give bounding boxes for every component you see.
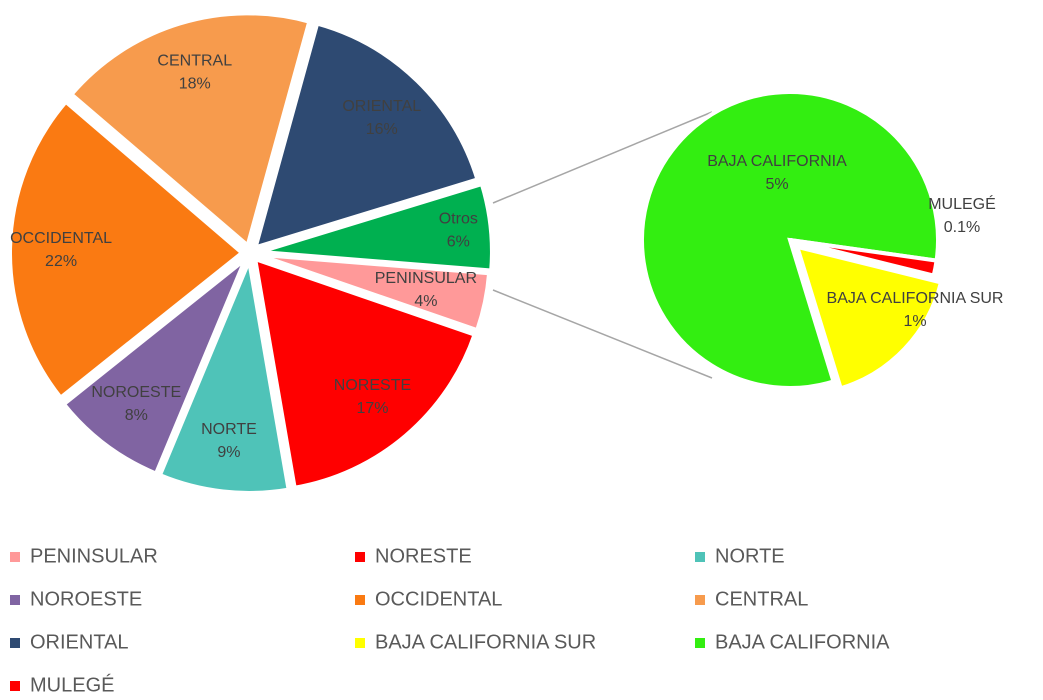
pie-slice (8, 99, 246, 401)
data-label-value: 16% (366, 121, 398, 138)
legend-label: NOROESTE (30, 588, 142, 610)
data-label-value: 6% (447, 234, 470, 251)
legend-label: ORIENTAL (30, 631, 129, 653)
legend-swatch (10, 552, 20, 562)
data-label-name: PENINSULAR (375, 270, 477, 287)
data-label-value: 0.1% (944, 219, 980, 236)
data-label-value: 1% (903, 313, 926, 330)
connector-line (492, 111, 713, 204)
pie-slice (157, 253, 291, 495)
legend-label: MULEGÉ (30, 673, 114, 696)
legend-swatch (355, 638, 365, 648)
legend-swatch (10, 595, 20, 605)
pie-slice (68, 11, 312, 249)
legend-swatch (355, 552, 365, 562)
data-label-name: MULEGÉ (928, 194, 996, 213)
data-label-name: BAJA CALIFORNIA (707, 153, 847, 170)
pie-slice (789, 238, 939, 278)
data-label-name: ORIENTAL (342, 98, 421, 115)
data-label-value: 9% (217, 444, 240, 461)
legend-label: NORTE (715, 545, 785, 567)
legend-label: PENINSULAR (30, 545, 158, 567)
data-label-name: NORESTE (334, 377, 411, 394)
connector-line (492, 289, 713, 379)
pie-slice (794, 244, 944, 391)
data-label-name: BAJA CALIFORNIA SUR (827, 290, 1004, 307)
legend-swatch (695, 638, 705, 648)
legend-swatch (10, 638, 20, 648)
data-label-name: Otros (439, 211, 478, 228)
legend-label: NORESTE (375, 545, 472, 567)
data-label-value: 17% (356, 400, 388, 417)
legend-swatch (355, 595, 365, 605)
legend-swatch (695, 595, 705, 605)
data-label-name: NOROESTE (91, 384, 181, 401)
legend-label: CENTRAL (715, 588, 808, 610)
data-label-name: OCCIDENTAL (10, 230, 112, 247)
pie-slice (257, 252, 492, 333)
data-label-value: 8% (125, 407, 148, 424)
pie-slice (252, 21, 480, 251)
legend-label: BAJA CALIFORNIA SUR (375, 631, 596, 653)
pie-slice (61, 257, 248, 477)
pie-slice (252, 256, 478, 491)
data-label-value: 22% (45, 253, 77, 270)
data-label-value: 5% (765, 176, 788, 193)
data-label-name: NORTE (201, 421, 257, 438)
legend-label: OCCIDENTAL (375, 588, 502, 610)
data-label-name: CENTRAL (157, 53, 232, 70)
pie-slice (259, 181, 494, 273)
legend-label: BAJA CALIFORNIA (715, 631, 890, 653)
data-label-value: 18% (179, 76, 211, 93)
legend-swatch (695, 552, 705, 562)
legend-swatch (10, 681, 20, 691)
data-label-value: 4% (414, 293, 437, 310)
